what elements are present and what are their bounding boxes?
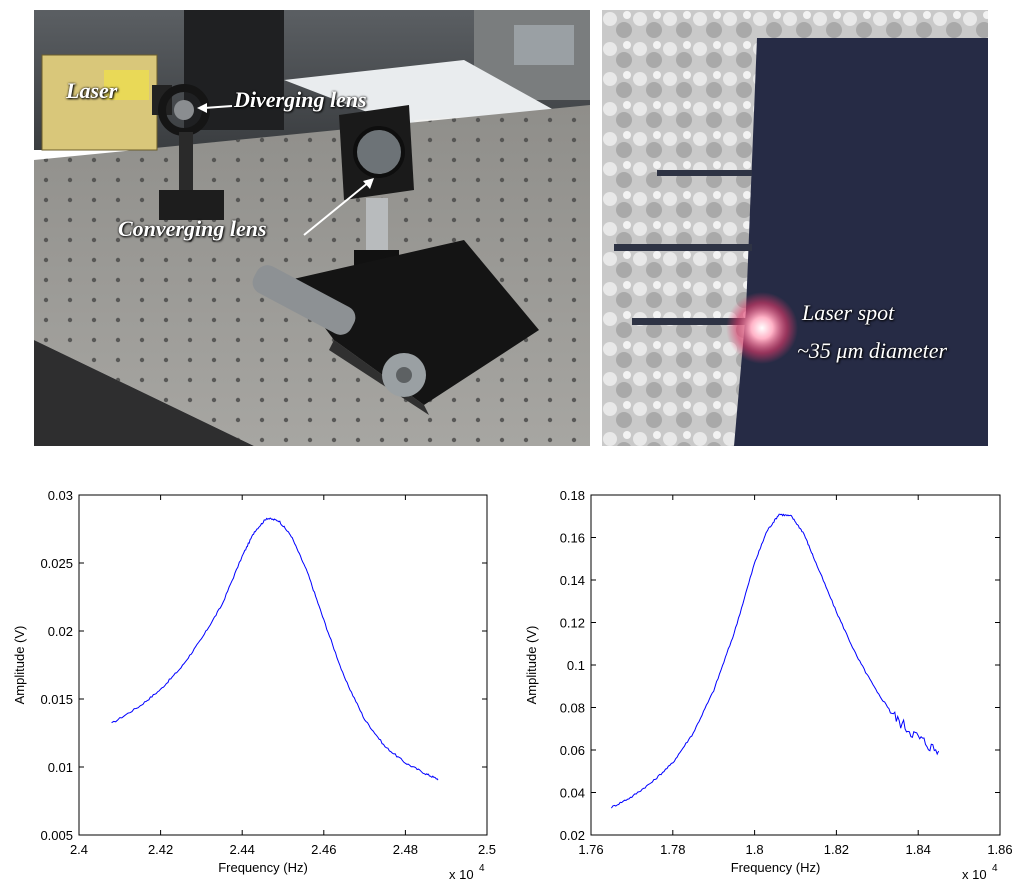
x-axis-exponent: 4 (992, 863, 998, 874)
y-tick-label: 0.14 (560, 573, 585, 588)
spot-diameter-label: ~35 μm diameter (797, 338, 948, 363)
resonance-plot-left: 2.4 2.42 2.44 2.46 2.48 2.5 0.005 0.01 0.015 0.02… (0, 455, 512, 894)
y-tick-label: 0.06 (560, 743, 585, 758)
resonance-plot-right-svg: 1.76 1.78 1.8 1.82 1.84 1.86 0.02 0.04 0.06 0.08 0… (524, 488, 1013, 882)
y-tick-label: 0.12 (560, 616, 585, 631)
series-line (610, 513, 940, 809)
x-axis-multiplier: x 10 (449, 867, 474, 882)
y-axis-label: Amplitude (V) (12, 626, 27, 705)
plot-area (590, 494, 1001, 836)
x-axis-exponent: 4 (479, 863, 485, 874)
x-tick-label: 1.86 (987, 842, 1012, 857)
x-tick-label: 1.76 (578, 842, 603, 857)
y-tick-label: 0.005 (40, 828, 73, 843)
series-line (111, 517, 439, 781)
y-tick-label: 0.02 (48, 624, 73, 639)
x-axis-label: Frequency (Hz) (218, 860, 308, 875)
y-tick-label: 0.16 (560, 531, 585, 546)
x-axis-label: Frequency (Hz) (731, 860, 821, 875)
y-tick-label: 0.015 (40, 692, 73, 707)
y-tick-label: 0.08 (560, 701, 585, 716)
x-tick-label: 2.5 (478, 842, 496, 857)
y-tick-label: 0.03 (48, 488, 73, 503)
y-tick-label: 0.18 (560, 488, 585, 503)
y-tick-label: 0.02 (560, 828, 585, 843)
y-tick-label: 0.025 (40, 556, 73, 571)
plot-area (78, 494, 488, 836)
resonance-plot-left-svg: 2.4 2.42 2.44 2.46 2.48 2.5 0.005 0.01 0.015 0.02… (12, 488, 496, 882)
laser-label: Laser (66, 78, 118, 103)
x-tick-label: 2.46 (311, 842, 336, 857)
x-tick-label: 1.8 (746, 842, 764, 857)
x-tick-label: 2.4 (70, 842, 88, 857)
x-tick-label: 2.48 (393, 842, 418, 857)
diverging-lens-label: Diverging lens (234, 87, 367, 112)
laser-spot-label: Laser spot (802, 300, 895, 325)
cantilever-micrograph (602, 10, 988, 446)
x-tick-label: 1.82 (824, 842, 849, 857)
x-tick-label: 2.42 (148, 842, 173, 857)
x-tick-label: 1.84 (906, 842, 931, 857)
x-tick-label: 2.44 (230, 842, 255, 857)
resonance-plot-right: 1.76 1.78 1.8 1.82 1.84 1.86 0.02 0.04 0.06 0.08 0… (512, 455, 1024, 894)
laser-spot-photo: Laser spot ~35 μm diameter (602, 10, 988, 446)
y-tick-label: 0.04 (560, 786, 585, 801)
optical-setup-illustration (34, 10, 590, 446)
y-tick-label: 0.1 (567, 658, 585, 673)
y-axis-label: Amplitude (V) (524, 626, 539, 705)
setup-photo: Laser Diverging lens Converging lens (34, 10, 590, 446)
x-tick-label: 1.78 (660, 842, 685, 857)
converging-lens-label: Converging lens (118, 216, 267, 241)
x-axis-multiplier: x 10 (962, 867, 987, 882)
y-tick-label: 0.01 (48, 760, 73, 775)
